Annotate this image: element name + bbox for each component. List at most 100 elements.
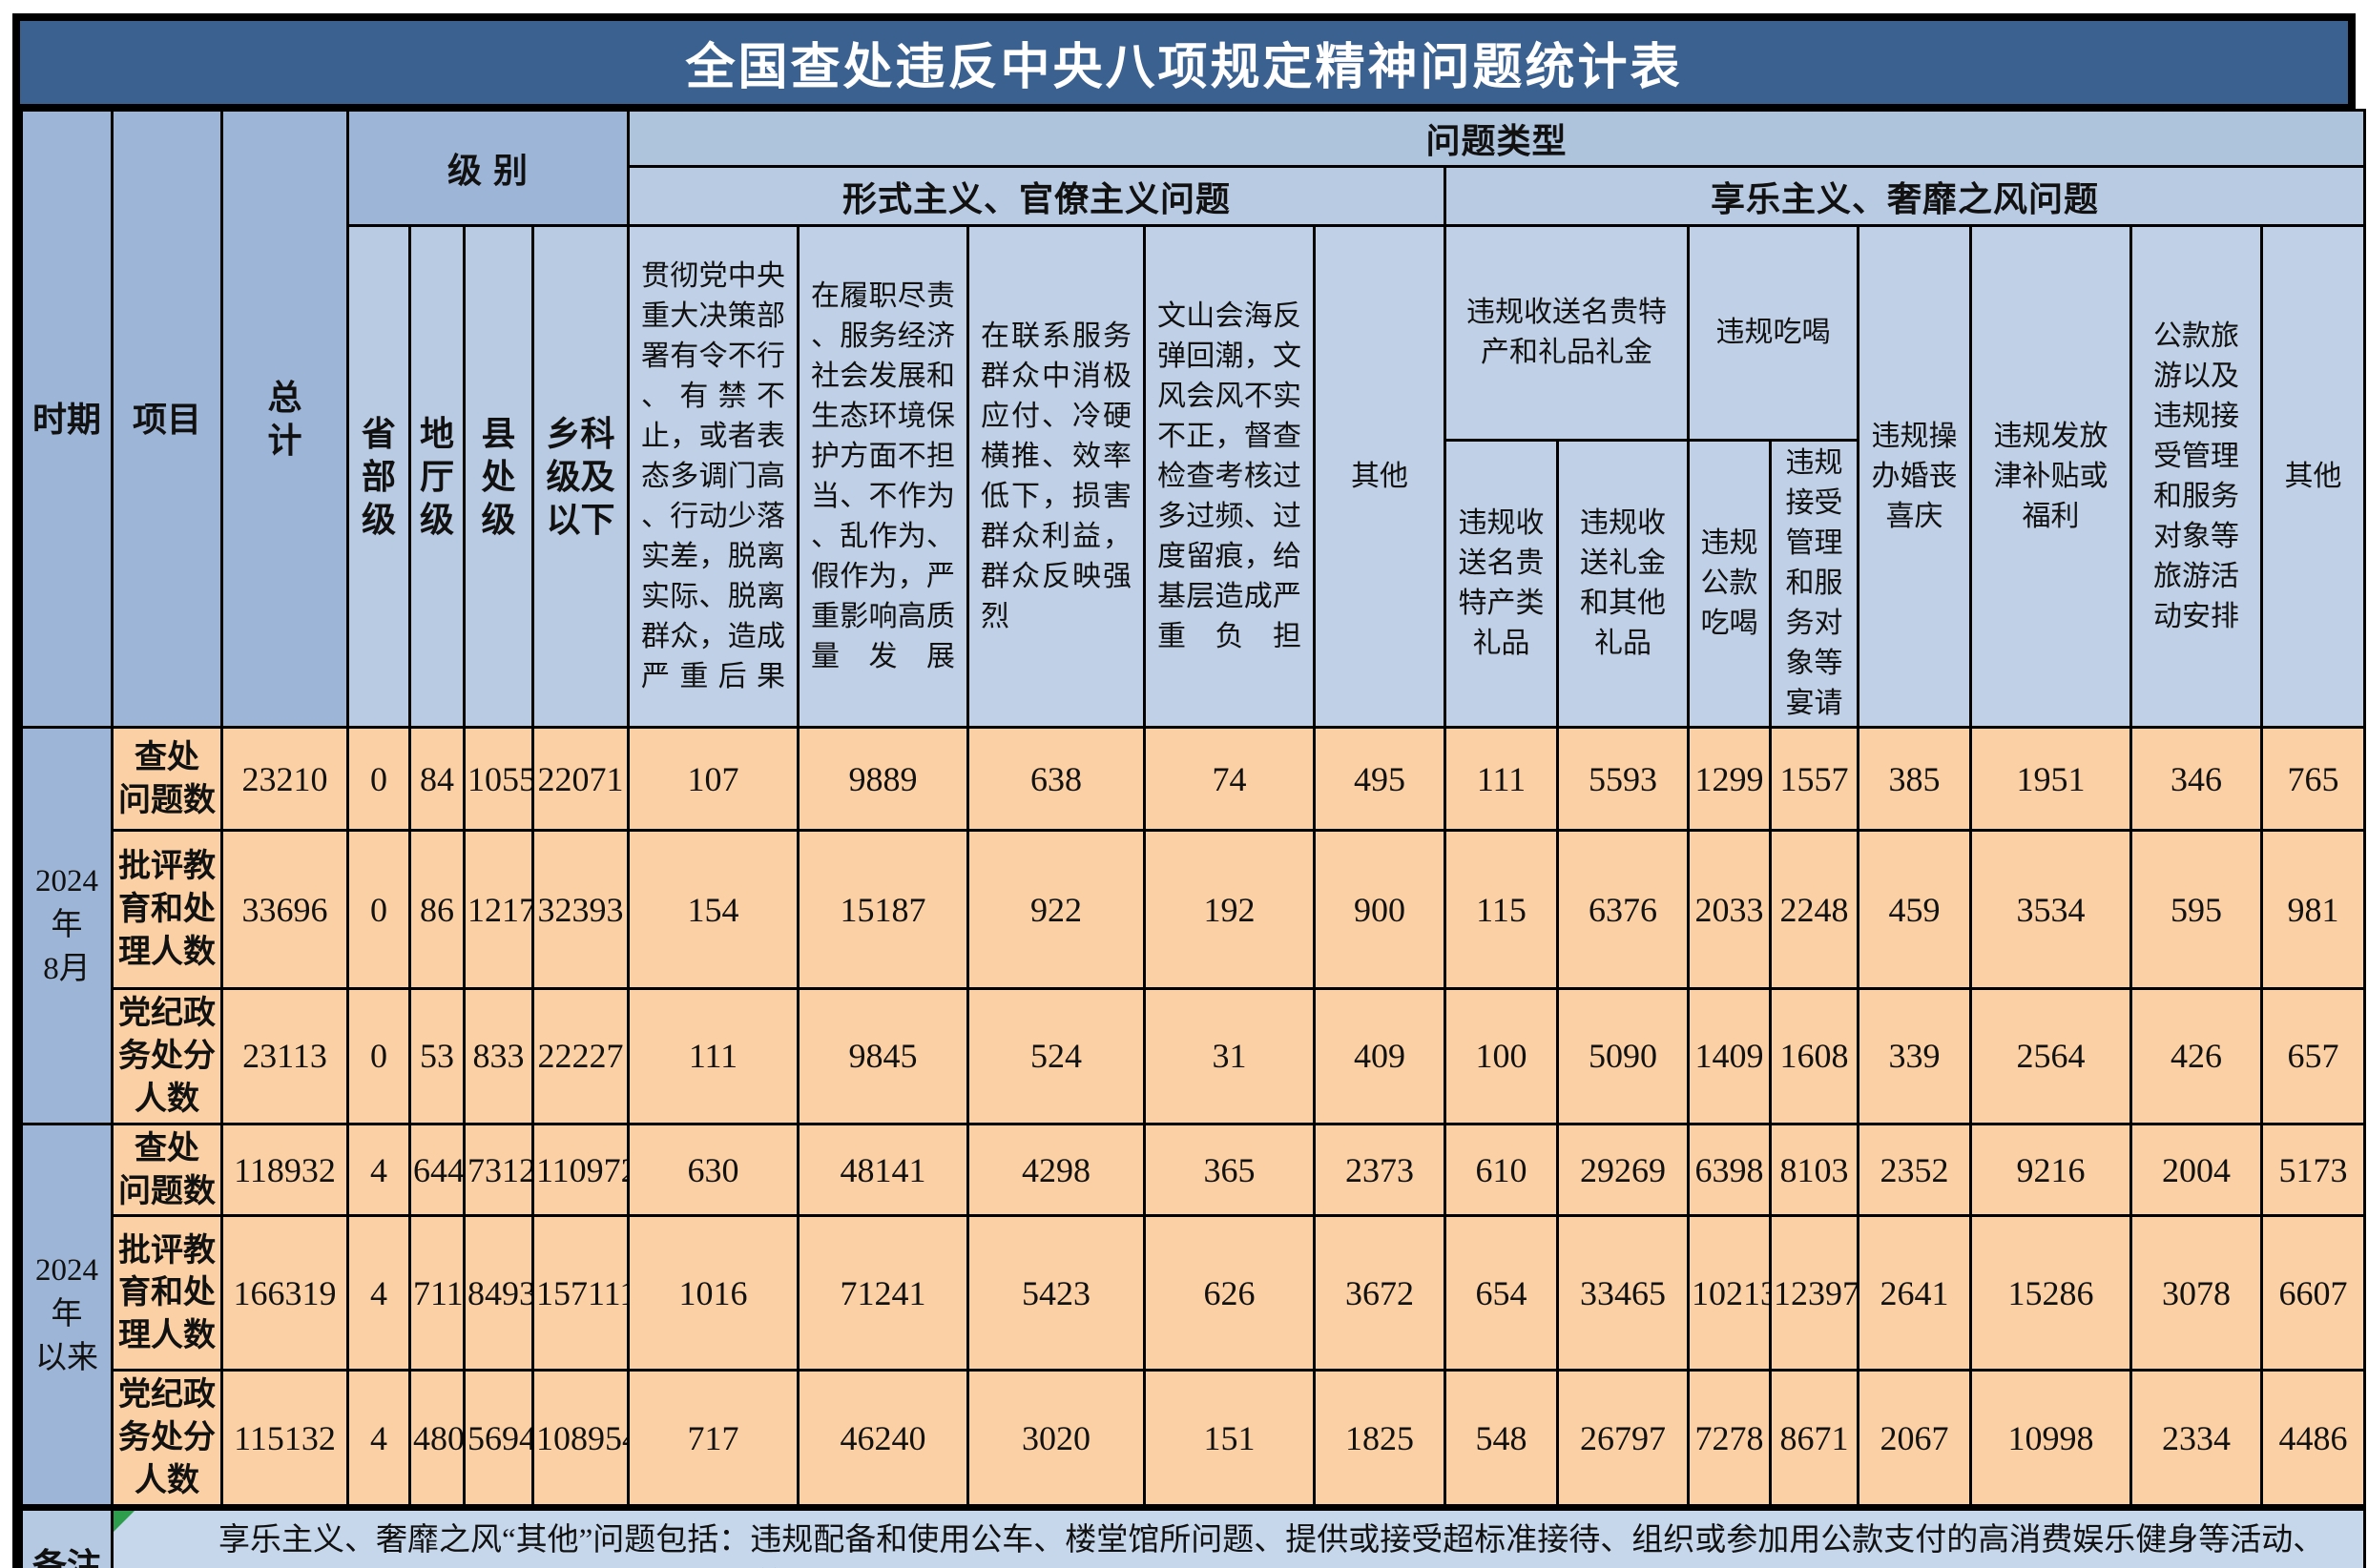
value-cell: 548 [1444, 1369, 1560, 1509]
value-cell: 524 [966, 987, 1147, 1125]
value-cell: 8671 [1769, 1369, 1860, 1509]
value-cell: 1557 [1769, 726, 1860, 832]
value-cell: 3672 [1313, 1214, 1447, 1372]
col-header-allowances: 违规发放 津补贴或 福利 [1969, 224, 2133, 729]
value-cell: 480 [408, 1369, 466, 1509]
row-label-problems-found: 查处 问题数 [111, 726, 223, 832]
value-cell: 33696 [220, 829, 349, 990]
value-cell: 610 [1444, 1122, 1560, 1218]
value-cell: 2373 [1313, 1122, 1447, 1218]
col-header-total: 总 计 [220, 109, 349, 729]
value-cell: 1825 [1313, 1369, 1447, 1509]
value-cell: 5694 [463, 1369, 534, 1509]
value-cell: 86 [408, 829, 466, 990]
value-cell: 192 [1143, 829, 1317, 990]
value-cell: 657 [2260, 987, 2367, 1125]
value-cell: 595 [2129, 829, 2264, 990]
value-cell: 9216 [1969, 1122, 2133, 1218]
value-cell: 626 [1143, 1214, 1317, 1372]
value-cell: 0 [346, 987, 411, 1125]
col-header-document-meetings: 文山会海反 弹回潮，文 风会风不实 不正，督查 检查考核过 多过频、过 度留痕，… [1143, 224, 1317, 729]
value-cell: 118932 [220, 1122, 349, 1218]
col-header-county-level: 县 处 级 [463, 224, 534, 729]
value-cell: 409 [1313, 987, 1447, 1125]
table-row: 党纪政 务处分 人数 23113 0 53 833 22227 111 9845… [22, 987, 2367, 1125]
value-cell: 15187 [797, 829, 970, 990]
period-cell-aug2024: 2024年 8月 [20, 726, 114, 1125]
value-cell: 100 [1444, 987, 1560, 1125]
note-text: 享乐主义、奢靡之风“其他”问题包括：违规配备和使用公车、楼堂馆所问题、提供或接受… [127, 1523, 2325, 1568]
value-cell: 111 [627, 987, 800, 1125]
value-cell: 46240 [797, 1369, 970, 1509]
value-cell: 2641 [1857, 1214, 1973, 1372]
col-header-public-funds-dining: 违规 公款 吃喝 [1687, 439, 1773, 729]
note-label: 备注 [20, 1504, 114, 1568]
col-header-formalism-other: 其他 [1313, 224, 1447, 729]
value-cell: 22227 [530, 987, 631, 1125]
value-cell: 115 [1444, 829, 1560, 990]
value-cell: 1055 [463, 726, 534, 832]
col-header-period: 时期 [20, 109, 114, 729]
value-cell: 4 [346, 1214, 411, 1372]
value-cell: 5593 [1556, 726, 1691, 832]
value-cell: 4298 [966, 1122, 1147, 1218]
value-cell: 3020 [966, 1369, 1147, 1509]
value-cell: 157111 [530, 1214, 631, 1372]
value-cell: 654 [1444, 1214, 1560, 1372]
value-cell: 2352 [1857, 1122, 1973, 1218]
col-header-weddings-funerals: 违规操 办婚丧 喜庆 [1857, 224, 1973, 729]
value-cell: 385 [1857, 726, 1973, 832]
value-cell: 717 [627, 1369, 800, 1509]
table-row: 2024年 8月 查处 问题数 23210 0 84 1055 22071 10… [20, 726, 2367, 1125]
value-cell: 6398 [1687, 1122, 1773, 1218]
value-cell: 2033 [1687, 829, 1773, 990]
value-cell: 7278 [1687, 1369, 1773, 1509]
value-cell: 922 [966, 829, 1147, 990]
value-cell: 630 [627, 1122, 800, 1218]
value-cell: 2004 [2129, 1122, 2264, 1218]
value-cell: 10213 [1687, 1214, 1773, 1372]
value-cell: 1951 [1969, 726, 2133, 832]
value-cell: 108954 [530, 1369, 631, 1509]
value-cell: 2564 [1969, 987, 2133, 1125]
group-header-gifts: 违规收送名贵特 产和礼品礼金 [1444, 224, 1691, 442]
value-cell: 6607 [2260, 1214, 2367, 1372]
note-row: 备注 享乐主义、奢靡之风“其他”问题包括：违规配备和使用公车、楼堂馆所问题、提供… [20, 1504, 2367, 1568]
col-header-serving-masses: 在联系服务 群众中消极 应付、冷硬 横推、效率 低下，损害 群众利益， 群众反映… [966, 224, 1147, 729]
table-frame: 全国查处违反中央八项规定精神问题统计表 时期 项目 总 计 级 别 问题类型 形… [12, 13, 2367, 1568]
col-header-provincial-level: 省 部 级 [346, 224, 411, 729]
value-cell: 4 [346, 1122, 411, 1218]
col-header-duty-performance: 在履职尽责 、服务经济 社会发展和 生态环境保 护方面不担 当、不作为 、乱作为… [797, 224, 970, 729]
value-cell: 1016 [627, 1214, 800, 1372]
value-cell: 31 [1143, 987, 1317, 1125]
value-cell: 8493 [463, 1214, 534, 1372]
col-header-banquet-invites: 违规 接受 管理 和服 务对 象等 宴请 [1769, 439, 1860, 729]
statistics-table: 时期 项目 总 计 级 别 问题类型 形式主义、官僚主义问题 享乐主义、奢靡之风… [20, 109, 2367, 1568]
value-cell: 3078 [2129, 1214, 2264, 1372]
excel-error-marker-icon [114, 1514, 135, 1532]
value-cell: 711 [408, 1214, 466, 1372]
table-row: 2024年 以来 查处 问题数 118932 4 644 7312 110972… [20, 1122, 2367, 1510]
title-bar: 全国查处违反中央八项规定精神问题统计表 [20, 21, 2348, 109]
value-cell: 9845 [797, 987, 970, 1125]
note-text-cell: 享乐主义、奢靡之风“其他”问题包括：违规配备和使用公车、楼堂馆所问题、提供或接受… [110, 1504, 2367, 1568]
col-header-hedonism-other: 其他 [2260, 224, 2367, 729]
value-cell: 53 [408, 987, 466, 1125]
value-cell: 339 [1857, 987, 1973, 1125]
col-header-cash-gifts: 违规收 送礼金 和其他 礼品 [1556, 439, 1691, 729]
value-cell: 107 [627, 726, 800, 832]
row-label-persons-educated: 批评教 育和处 理人数 [111, 829, 223, 990]
value-cell: 644 [408, 1122, 466, 1218]
value-cell: 71241 [797, 1214, 970, 1372]
value-cell: 1608 [1769, 987, 1860, 1125]
value-cell: 4 [346, 1369, 411, 1509]
value-cell: 32393 [530, 829, 631, 990]
value-cell: 9889 [797, 726, 970, 832]
value-cell: 365 [1143, 1122, 1317, 1218]
value-cell: 1409 [1687, 987, 1773, 1125]
value-cell: 5173 [2260, 1122, 2367, 1218]
col-header-policy-implementation: 贯彻党中央 重大决策部 署有令不行 、有禁不 止，或者表 态多调门高 、行动少落… [627, 224, 800, 729]
value-cell: 26797 [1556, 1369, 1691, 1509]
value-cell: 900 [1313, 829, 1447, 990]
col-header-specialty-gifts: 违规收 送名贵 特产类 礼品 [1444, 439, 1560, 729]
